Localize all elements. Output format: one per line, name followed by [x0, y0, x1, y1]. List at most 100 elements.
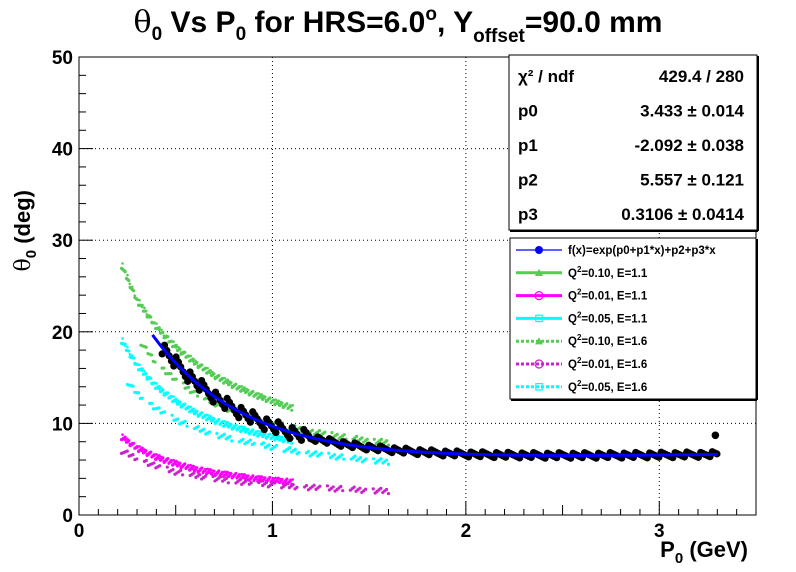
series-point: [208, 414, 212, 419]
stats-param-name: p2: [518, 171, 538, 190]
stats-param-value: 5.557 ± 0.121: [640, 171, 744, 190]
series-point: [242, 473, 246, 477]
series-point: [360, 436, 364, 440]
series-point: [198, 473, 202, 477]
series-point: [276, 399, 280, 403]
series-point: [169, 339, 174, 343]
series-point: [174, 459, 178, 463]
series-point: [132, 356, 136, 360]
series-point: [132, 441, 136, 445]
series-point: [291, 404, 295, 407]
series-point: [157, 387, 161, 391]
series-point: [140, 396, 144, 400]
series-point: [246, 474, 250, 478]
series-point: [379, 437, 384, 441]
series-point: [237, 385, 242, 389]
series-point: [263, 395, 267, 399]
series-point: [131, 384, 135, 388]
series-point: [183, 402, 187, 406]
series-point: [229, 471, 233, 476]
series-point: [149, 376, 153, 380]
title-theta-subscript: 0: [152, 24, 163, 45]
series-point: [358, 486, 362, 490]
series-point: [254, 430, 259, 434]
series-point: [280, 477, 284, 482]
series-point: [196, 424, 200, 429]
series-1: [119, 433, 295, 487]
series-point: [169, 394, 174, 399]
series-point: [140, 446, 144, 450]
series-point: [206, 413, 209, 417]
series-point: [191, 464, 195, 468]
data-point: [209, 398, 217, 406]
series-point: [195, 360, 199, 365]
legend-label: Q2=0.01, E=1.1: [568, 288, 648, 303]
series-point: [288, 404, 293, 408]
series-point: [155, 322, 158, 325]
series-point: [261, 441, 266, 445]
series-point: [208, 371, 212, 375]
stats-param-value: 429.4 / 280: [659, 67, 744, 86]
series-point: [166, 456, 170, 461]
series-point: [291, 478, 295, 481]
y-tick-label: 50: [52, 48, 73, 69]
legend-entry: Q2=0.10, E=1.6: [516, 333, 647, 348]
series-point: [288, 445, 292, 450]
stats-param-value: 3.433 ± 0.014: [640, 102, 744, 121]
legend-marker: [535, 246, 543, 254]
series-point: [123, 435, 127, 439]
series-point: [310, 428, 315, 432]
series-point: [174, 343, 178, 347]
series-point: [166, 335, 170, 339]
series-point: [123, 438, 127, 441]
x-axis-label-main: P: [660, 537, 675, 562]
series-point: [267, 443, 271, 447]
series-point: [225, 470, 229, 474]
series-point: [169, 371, 173, 376]
series-point: [135, 297, 139, 302]
data-point-outlier: [711, 431, 720, 440]
series-point: [162, 366, 166, 370]
series-point: [355, 434, 359, 438]
series-point: [123, 342, 127, 346]
series-point: [268, 396, 272, 400]
series-point: [121, 337, 124, 340]
stats-param-name: p0: [518, 102, 538, 121]
data-point: [221, 404, 229, 413]
series-point: [143, 369, 146, 373]
x-tick-label: 2: [461, 521, 472, 542]
series-point: [371, 457, 376, 461]
series-point: [223, 419, 226, 423]
series-point: [187, 385, 191, 389]
series-point: [317, 428, 322, 433]
series-point: [152, 321, 156, 325]
series-point: [174, 377, 178, 381]
series-point: [386, 443, 391, 447]
stats-param-name: p1: [518, 136, 538, 155]
series-point: [208, 368, 212, 373]
series-point: [158, 464, 162, 468]
series-point: [157, 326, 161, 330]
series-point: [144, 458, 148, 463]
series-point: [172, 395, 175, 398]
series-point: [178, 400, 182, 404]
series-point: [257, 429, 261, 433]
series-point: [183, 419, 187, 423]
series-point: [138, 445, 141, 448]
series-point: [135, 445, 139, 449]
series-point: [157, 384, 161, 389]
series-point: [271, 477, 276, 481]
series-point: [211, 474, 215, 479]
series-point: [237, 425, 242, 429]
series-point: [145, 313, 149, 316]
series-point: [251, 389, 255, 394]
series-point: [234, 423, 238, 427]
series-point: [195, 466, 199, 470]
series-point: [161, 330, 165, 334]
series-point: [125, 449, 129, 453]
axis-ticks: [78, 56, 757, 516]
series-point: [186, 464, 191, 468]
series-point: [245, 478, 249, 482]
legend: f(x)=exp(p0+p1*x)+p2+p3*x Q2=0.10, E=1.1 Q…: [509, 237, 758, 401]
series-point: [304, 483, 309, 488]
